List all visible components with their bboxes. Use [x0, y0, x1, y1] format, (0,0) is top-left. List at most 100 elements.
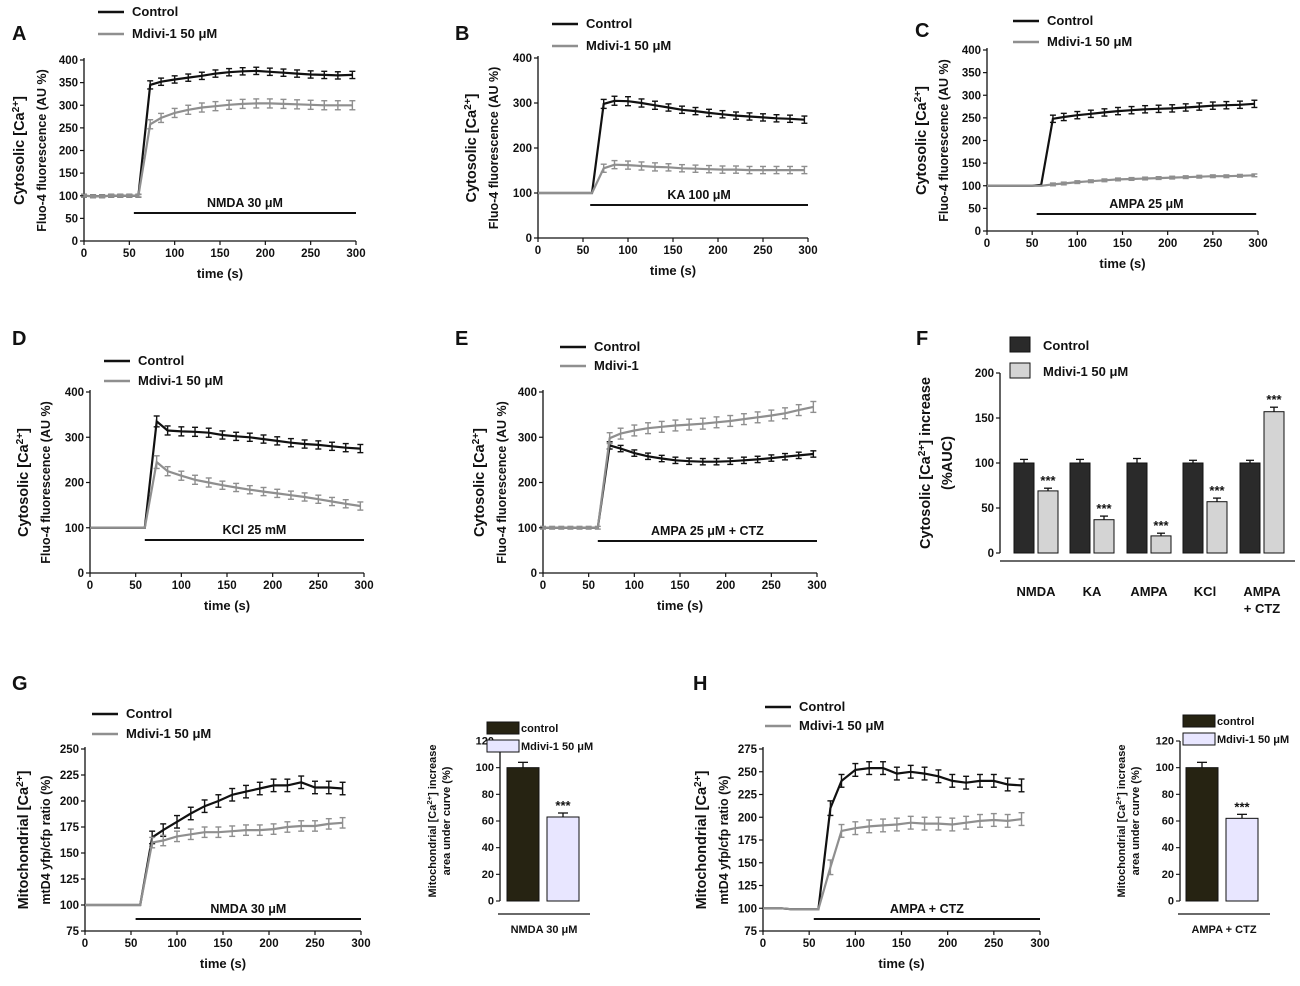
x-tick-label: 200 — [263, 580, 282, 592]
significance-stars: *** — [1040, 473, 1056, 488]
y-axis-label: Cytosolic [Ca2+] — [15, 428, 33, 537]
x-axis-label: time (s) — [1099, 256, 1145, 271]
legend-label: Mdivi-1 50 μM — [799, 718, 884, 733]
bar — [1206, 501, 1228, 554]
panel-e: E 0 100 200 300 400 0 50 100 150 200 250 300 time (s)… — [455, 328, 827, 613]
bar — [546, 816, 580, 902]
y-tick-label: 100 — [60, 900, 79, 912]
x-tick-label: 200 — [708, 245, 727, 257]
panel-a: A 0 50 100 150 200 250 300 350 400 0 50 100 150 200 250… — [11, 4, 366, 281]
y-tick-label: 50 — [65, 213, 78, 225]
y-tick-label: 150 — [738, 858, 757, 870]
series-control — [987, 99, 1258, 187]
legend-label: Mdivi-1 — [594, 358, 639, 373]
series-line — [987, 102, 1255, 187]
panel-h: H 75 100 125 150 175 200 225 250 275 0 50 100 150 200 2… — [693, 673, 1050, 971]
y-tick-label: 200 — [60, 796, 79, 808]
bar — [1263, 411, 1285, 554]
x-tick-label: 250 — [309, 580, 328, 592]
y-tick-label: 150 — [60, 848, 79, 860]
y-tick-label: 400 — [59, 55, 78, 67]
y-axis-sublabel: Fluo-4 fluorescence (AU %) — [35, 69, 49, 232]
y-tick-label: 300 — [962, 90, 981, 102]
y-axis-sublabel: area under curve (%) — [441, 766, 453, 875]
y-axis-sublabel: Fluo-4 fluorescence (AU %) — [487, 67, 501, 230]
stimulus-label: AMPA + CTZ — [890, 902, 964, 916]
series-line — [85, 781, 343, 907]
y-tick-label: 0 — [526, 233, 532, 245]
x-tick-label: 0 — [535, 245, 541, 257]
y-tick-label: 80 — [482, 789, 494, 801]
series-control — [538, 95, 808, 195]
series-mdivi — [538, 159, 808, 195]
significance-stars: *** — [1096, 501, 1112, 516]
x-tick-label: 50 — [582, 580, 595, 592]
y-axis-sublabel: Fluo-4 fluorescence (AU %) — [937, 59, 951, 222]
x-tick-label: 300 — [354, 580, 373, 592]
legend-label: Mdivi-1 50 μM — [138, 373, 223, 388]
significance-stars: *** — [1266, 392, 1282, 407]
panel-letter: H — [693, 673, 707, 695]
legend-swatch — [1009, 362, 1031, 379]
stimulus-label: AMPA 25 μM — [1109, 197, 1183, 211]
x-tick-label: 100 — [167, 938, 186, 950]
x-tick-label: 150 — [1113, 238, 1132, 250]
x-axis-label: time (s) — [657, 598, 703, 613]
panel-letter: F — [916, 328, 928, 350]
x-tick-label: 250 — [1203, 238, 1222, 250]
y-tick-label: 100 — [738, 903, 757, 915]
y-tick-label: 300 — [59, 100, 78, 112]
y-tick-label: 175 — [738, 835, 758, 847]
y-tick-label: 275 — [738, 744, 758, 756]
significance-stars: *** — [555, 798, 571, 813]
y-axis-label: Mitochondrial [Ca2+] increase — [1114, 744, 1129, 897]
panel-b: B 0 100 200 300 400 0 50 100 150 200 250 300 time (s)… — [455, 16, 818, 278]
series-line — [83, 69, 353, 198]
y-tick-label: 100 — [65, 523, 84, 535]
series-mdivi — [763, 812, 1025, 911]
y-axis-sublabel: mtD4 yfp/cfp ratio (%) — [717, 775, 731, 904]
y-tick-label: 400 — [518, 387, 537, 399]
x-tick-label: 50 — [125, 938, 138, 950]
legend-label: Control — [594, 339, 640, 354]
x-tick-label: 150 — [663, 245, 682, 257]
y-axis-label: Cytosolic [Ca2+] — [471, 428, 489, 537]
y-axis-sublabel: (%AUC) — [940, 436, 956, 490]
x-tick-label: 150 — [892, 938, 911, 950]
legend-label: Control — [138, 353, 184, 368]
legend-label: Mdivi-1 50 μM — [521, 741, 593, 753]
y-tick-label: 100 — [59, 191, 78, 203]
y-tick-label: 60 — [1162, 816, 1174, 828]
stimulus-label: KCl 25 mM — [222, 523, 286, 537]
x-tick-label: 100 — [172, 580, 191, 592]
x-tick-label: 50 — [577, 245, 590, 257]
panel-letter: B — [455, 23, 469, 45]
series-line — [763, 818, 1022, 911]
category-label: KA — [1083, 584, 1102, 599]
legend-label: Control — [1043, 338, 1089, 353]
bar — [1093, 519, 1115, 554]
y-tick-label: 125 — [738, 881, 758, 893]
y-axis-sublabel: mtD4 yfp/cfp ratio (%) — [39, 775, 53, 904]
y-tick-label: 150 — [962, 158, 981, 170]
y-tick-label: 350 — [962, 68, 981, 80]
panel-f: F 0 50 100 150 200 Cytosolic [Ca2+] increase (%… — [916, 328, 1295, 616]
x-tick-label: 250 — [305, 938, 324, 950]
y-axis-sublabel: area under curve (%) — [1130, 766, 1142, 875]
y-axis-label: Mitochondrial [Ca2+] — [15, 770, 33, 909]
series-mdivi — [85, 816, 346, 907]
x-tick-label: 250 — [753, 245, 772, 257]
y-tick-label: 200 — [975, 368, 994, 380]
x-tick-label: 150 — [670, 580, 689, 592]
y-tick-label: 225 — [738, 790, 758, 802]
y-tick-label: 0 — [78, 568, 84, 580]
series-line — [83, 102, 353, 198]
series-mdivi — [540, 400, 817, 530]
x-tick-label: 100 — [618, 245, 637, 257]
series-mdivi — [90, 455, 364, 529]
stimulus-label: NMDA 30 μM — [210, 902, 286, 916]
x-tick-label: 0 — [540, 580, 546, 592]
y-axis-label: Cytosolic [Ca2+] — [11, 96, 29, 205]
